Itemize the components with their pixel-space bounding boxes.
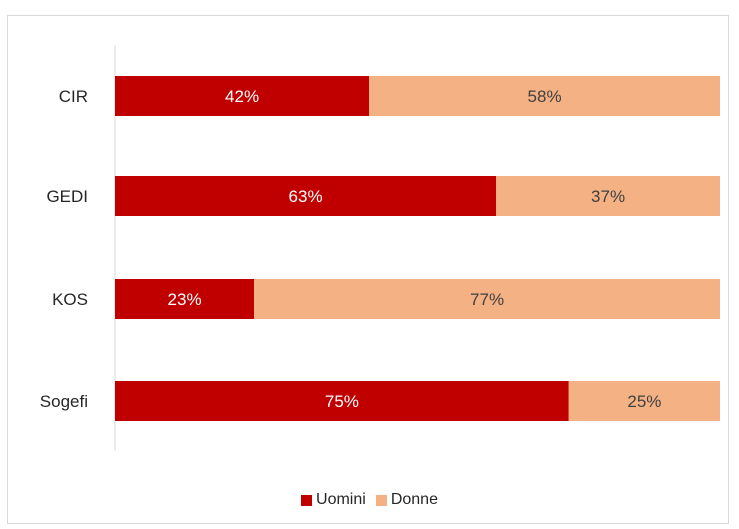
legend-label-donne: Donne [390,491,438,508]
bar-uomini [115,176,497,216]
category-label: CIR [59,87,88,106]
data-label: 23% [168,290,202,309]
data-label: 63% [289,187,323,206]
bar-donne [568,381,720,421]
bar-donne [254,279,720,319]
bar-uomini [115,381,569,421]
data-label: 37% [591,187,625,206]
legend-swatch-uomini [301,494,313,506]
legend: Uomini Donne [0,491,739,509]
category-label: Sogefi [40,392,88,411]
bar-uomini [115,279,255,319]
data-label: 58% [528,87,562,106]
legend-label-uomini: Uomini [316,491,366,508]
bar-donne [369,76,720,116]
category-label: KOS [52,290,88,309]
bar-uomini [115,76,370,116]
legend-swatch-donne [375,494,387,506]
data-label: 77% [470,290,504,309]
legend-item-uomini: Uomini [301,491,366,509]
data-label: 42% [225,87,259,106]
bar-donne [496,176,720,216]
data-label: 25% [627,392,661,411]
data-label: 75% [325,392,359,411]
category-label: GEDI [46,187,88,206]
legend-item-donne: Donne [375,491,438,509]
